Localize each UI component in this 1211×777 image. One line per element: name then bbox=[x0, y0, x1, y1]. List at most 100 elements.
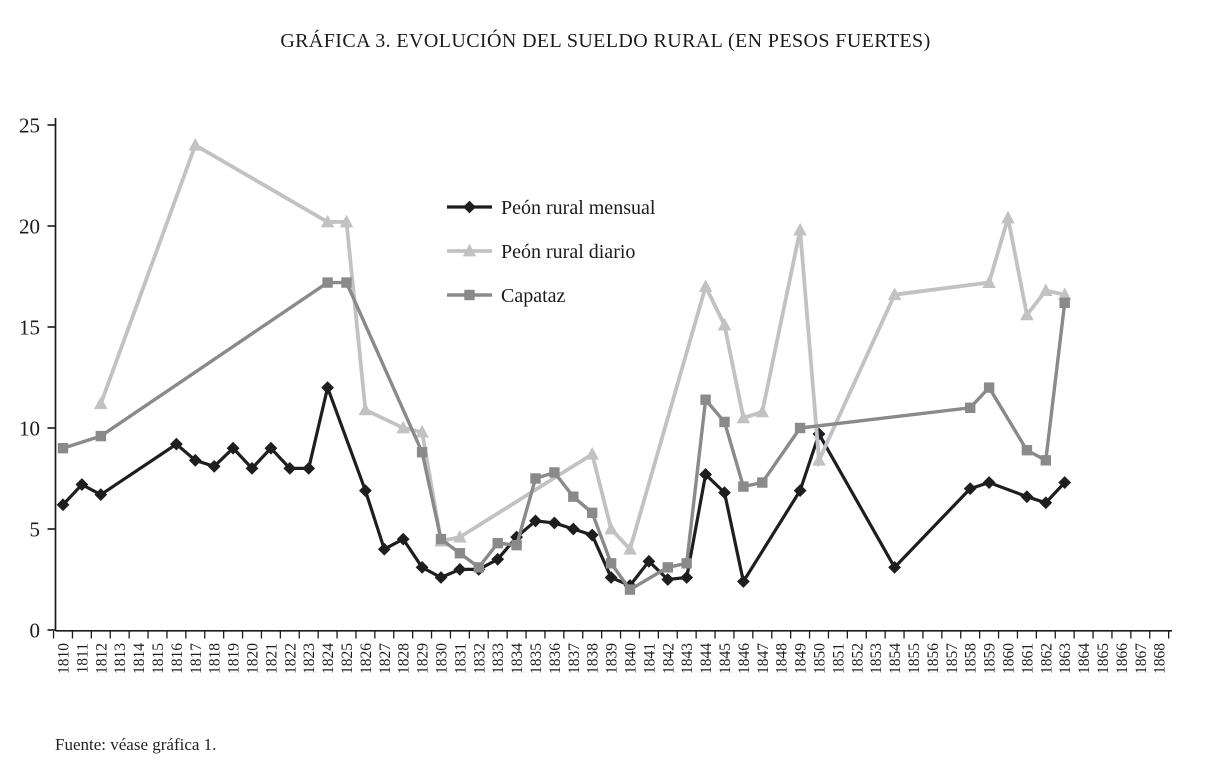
square-marker bbox=[624, 584, 636, 595]
square-marker bbox=[57, 443, 69, 454]
triangle-marker bbox=[415, 424, 429, 438]
y-tick-label: 25 bbox=[19, 114, 40, 138]
x-tick-label: 1855 bbox=[906, 643, 923, 674]
x-tick-label: 1812 bbox=[93, 643, 110, 674]
x-tick-label: 1814 bbox=[131, 643, 148, 674]
x-tick-label: 1820 bbox=[245, 643, 262, 674]
x-tick-label: 1838 bbox=[585, 643, 602, 674]
triangle-marker bbox=[698, 279, 713, 292]
y-tick-label: 20 bbox=[19, 215, 40, 239]
x-tick-label: 1831 bbox=[452, 643, 469, 674]
triangle-marker bbox=[358, 402, 373, 416]
square-marker bbox=[605, 558, 617, 569]
y-axis-ticks: 0 5 10 15 20 25 bbox=[19, 114, 56, 643]
x-tick-label: 1829 bbox=[415, 643, 432, 674]
diamond-marker bbox=[283, 462, 297, 475]
diamond-marker bbox=[793, 484, 807, 498]
diamond-marker bbox=[434, 571, 448, 584]
x-tick-label: 1815 bbox=[150, 643, 167, 674]
triangle-marker bbox=[585, 447, 599, 460]
x-tick-label: 1857 bbox=[944, 643, 961, 674]
square-marker bbox=[681, 558, 692, 569]
diamond-marker bbox=[566, 522, 580, 536]
x-tick-label: 1841 bbox=[641, 643, 658, 674]
legend-label: Peón rural mensual bbox=[501, 197, 656, 219]
x-tick-label: 1822 bbox=[282, 643, 299, 674]
y-tick-label: 15 bbox=[19, 316, 40, 340]
series-line bbox=[62, 280, 1067, 592]
triangle-marker bbox=[339, 214, 354, 228]
square-marker bbox=[757, 477, 768, 488]
square-marker bbox=[568, 491, 579, 502]
diamond-marker bbox=[963, 482, 977, 495]
x-tick-label: 1868 bbox=[1152, 643, 1169, 674]
diamond-marker bbox=[1058, 476, 1072, 489]
axes bbox=[54, 118, 1172, 632]
diamond-marker bbox=[529, 514, 542, 528]
square-marker bbox=[983, 382, 995, 393]
triangle-marker bbox=[320, 214, 335, 228]
series-pe-n-rural-mensual bbox=[56, 381, 1072, 592]
x-tick-label: 1810 bbox=[56, 643, 73, 674]
x-tick-label: 1846 bbox=[736, 643, 753, 674]
x-tick-label: 1811 bbox=[74, 643, 91, 673]
x-tick-label: 1861 bbox=[1019, 643, 1036, 674]
triangle-marker bbox=[604, 521, 618, 535]
square-marker bbox=[1021, 445, 1033, 456]
triangle-marker bbox=[1001, 210, 1015, 224]
diamond-marker bbox=[264, 441, 278, 455]
legend-label: Peón rural diario bbox=[501, 241, 635, 263]
x-tick-label: 1844 bbox=[698, 643, 715, 674]
x-tick-label: 1819 bbox=[226, 643, 243, 674]
diamond-marker bbox=[302, 462, 316, 475]
diamond-marker bbox=[415, 560, 429, 574]
x-tick-label: 1827 bbox=[377, 643, 394, 674]
diamond-marker bbox=[188, 453, 202, 467]
x-tick-label: 1850 bbox=[812, 643, 829, 674]
x-tick-label: 1866 bbox=[1114, 643, 1131, 674]
x-tick-label: 1833 bbox=[490, 643, 507, 674]
diamond-marker bbox=[1039, 496, 1053, 510]
x-tick-label: 1818 bbox=[207, 643, 224, 674]
legend-item: Peón rural mensual bbox=[447, 197, 656, 219]
diamond-marker bbox=[604, 571, 618, 584]
triangle-marker bbox=[717, 317, 732, 331]
x-tick-label: 1821 bbox=[263, 643, 280, 674]
triangle-marker bbox=[736, 410, 751, 424]
triangle-marker bbox=[982, 275, 996, 288]
diamond-marker bbox=[737, 575, 750, 588]
x-tick-label: 1825 bbox=[339, 643, 356, 674]
x-tick-label: 1847 bbox=[755, 643, 772, 674]
diamond-marker bbox=[75, 478, 89, 491]
diamond-marker bbox=[377, 542, 391, 556]
square-marker bbox=[492, 537, 503, 549]
diamond-marker bbox=[226, 441, 240, 455]
square-marker bbox=[794, 422, 806, 434]
diamond-marker bbox=[245, 462, 259, 475]
triangle-marker bbox=[887, 287, 902, 301]
square-marker bbox=[1040, 455, 1051, 466]
square-marker bbox=[464, 289, 475, 301]
diamond-marker bbox=[207, 459, 221, 473]
diamond-marker bbox=[463, 200, 476, 214]
triangle-marker bbox=[453, 529, 467, 543]
y-tick-label: 10 bbox=[19, 417, 40, 441]
x-axis-ticks bbox=[52, 631, 1170, 639]
x-tick-label: 1862 bbox=[1038, 643, 1055, 674]
diamond-marker bbox=[642, 554, 656, 568]
x-tick-label: 1859 bbox=[982, 643, 999, 674]
x-tick-label: 1823 bbox=[301, 643, 318, 674]
triangle-marker bbox=[1020, 307, 1034, 321]
x-tick-label: 1816 bbox=[169, 643, 186, 674]
diamond-marker bbox=[718, 486, 731, 500]
diamond-marker bbox=[585, 528, 599, 542]
x-tick-label: 1865 bbox=[1095, 643, 1112, 674]
diamond-marker bbox=[359, 484, 372, 498]
legend: Peón rural mensual Peón rural diario Capat… bbox=[447, 197, 656, 307]
diamond-marker bbox=[491, 552, 505, 566]
triangle-marker bbox=[94, 396, 108, 410]
triangle-marker bbox=[793, 222, 807, 236]
series-capataz bbox=[57, 277, 1070, 595]
x-tick-label: 1824 bbox=[320, 643, 337, 674]
x-tick-label: 1856 bbox=[925, 643, 942, 674]
